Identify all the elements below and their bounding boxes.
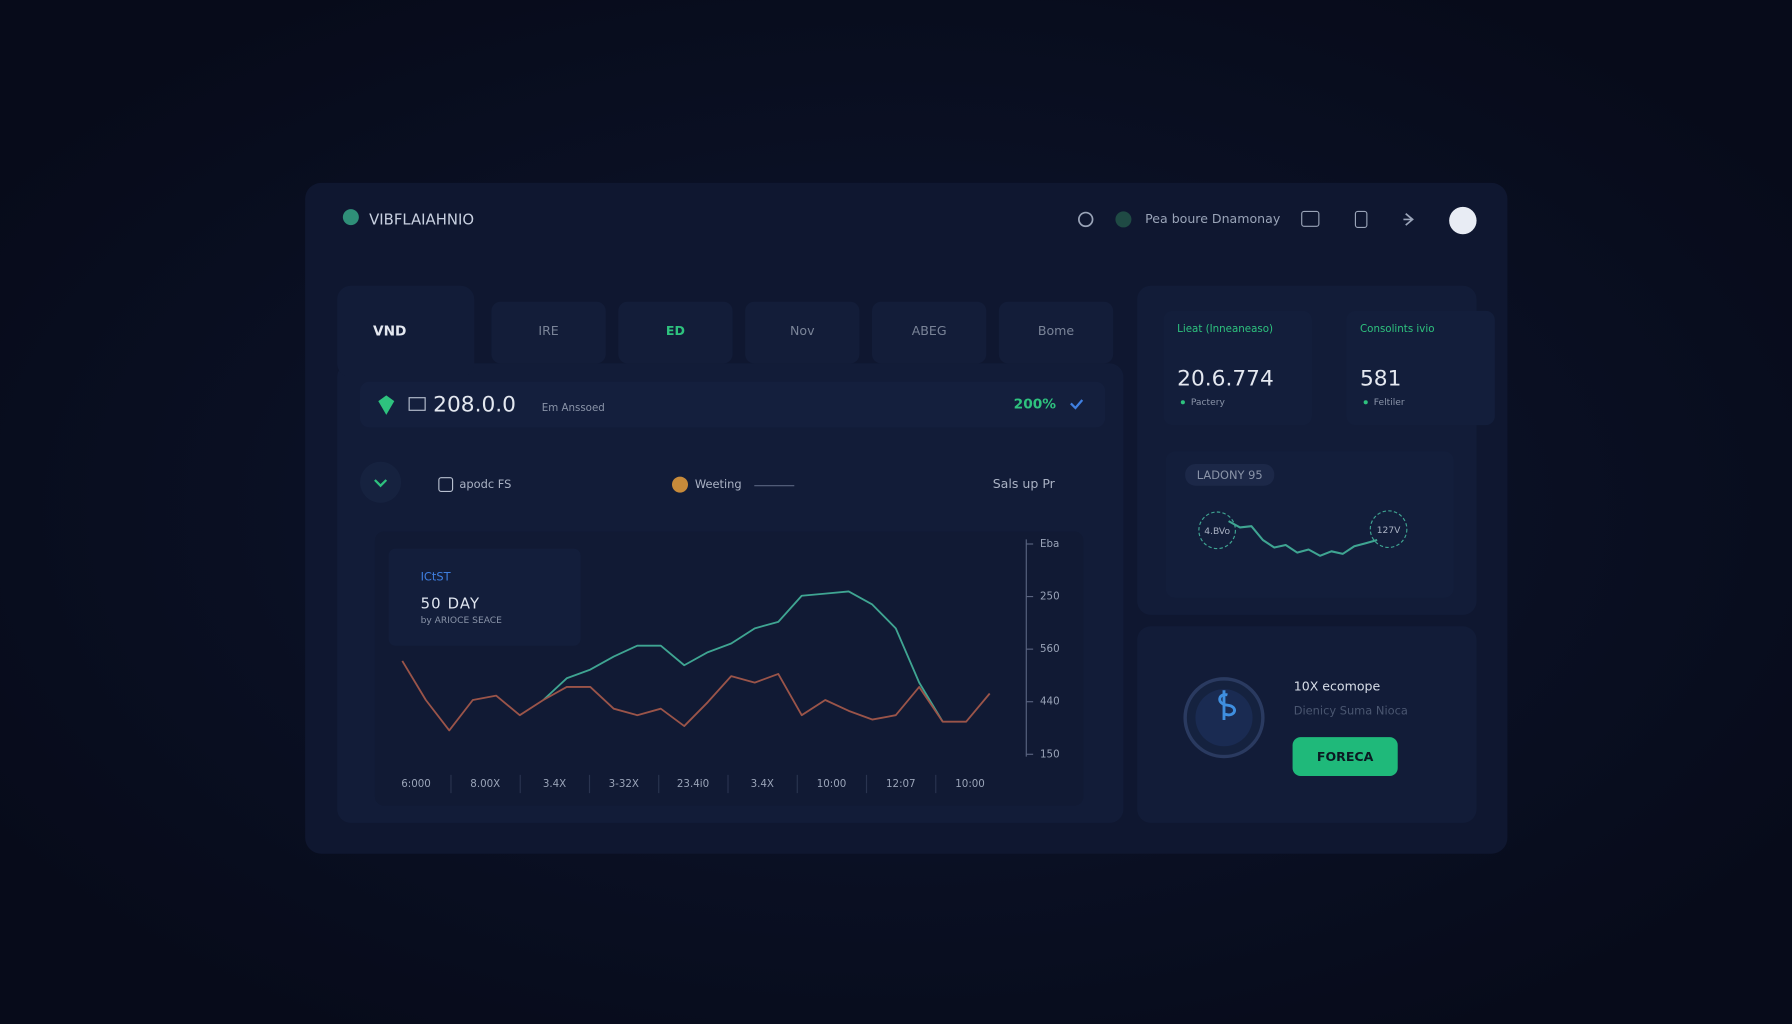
tab[interactable] [998,301,1114,364]
tab-label[interactable]: VND [373,323,406,339]
x-tick-label: 3.4X [543,778,566,790]
stat-value: 20.6.774 [1177,366,1274,391]
x-tick-label: 8.00X [470,778,500,790]
stat-sub: Pactery [1191,398,1226,408]
x-tick-label: 23.4i0 [677,778,709,790]
promo-button[interactable] [1292,737,1398,776]
mini-start-ring [1198,511,1236,550]
tab[interactable] [745,301,860,364]
x-tick-label: 12:07 [886,778,916,790]
y-tick-label: 560 [1040,643,1060,655]
tab[interactable] [491,301,606,364]
dollar-icon [1218,690,1236,720]
option-label[interactable]: apodc FS [459,477,511,491]
y-tick-label: 250 [1040,591,1060,603]
stat-dot [1363,400,1368,405]
balance-note: Em Anssoed [542,402,605,414]
stat-card [1346,310,1495,426]
stat-value: 581 [1360,366,1401,391]
mini-chart-box [1165,451,1454,598]
folder-icon[interactable] [1301,210,1320,227]
tab[interactable] [872,301,987,364]
stat-dot [1180,400,1185,405]
mini-line [1228,520,1378,557]
chart-title: 50 DAY [421,595,481,613]
wallet-icon [408,397,426,411]
logout-icon[interactable] [1403,213,1414,226]
coin-icon [378,395,395,415]
chart-subtitle: by ARIOCE SEACE [421,616,503,626]
tab-label[interactable]: Nov [790,323,815,338]
promo-text: Dienicy Suma Nioca [1294,703,1408,717]
sort-label[interactable]: Sals up Pr [993,476,1056,491]
series-line [542,590,944,723]
tab-label[interactable]: Bome [1038,323,1075,338]
promo-button-label[interactable]: FORECA [1317,749,1374,764]
chart-label-box [388,548,581,646]
x-tick-label: 6:000 [401,778,431,790]
balance-amount: 208.0.0 [433,393,516,418]
mini-start-label: 4.BVo [1204,527,1230,537]
toggle[interactable] [360,461,402,503]
logo [342,209,359,226]
legend-label: Weeting [695,477,742,491]
avatar-small [1115,211,1132,228]
mini-end-ring [1369,510,1408,548]
tab[interactable] [618,301,733,364]
mini-end-label: 127V [1377,526,1401,536]
search-icon[interactable] [1077,211,1094,228]
series-line [401,660,991,732]
phone-icon[interactable] [1354,210,1368,228]
chart-tag: ICtST [421,570,451,584]
promo-title: 10X ecomope [1294,678,1381,693]
x-tick-label: 3-32X [609,778,639,790]
balance-change: 200% [1014,397,1057,413]
stat-label: Lieat (Inneaneaso) [1177,323,1273,335]
user-name[interactable]: Pea boure Dnamonay [1145,211,1281,226]
stat-label: Consolints ivio [1360,323,1435,335]
x-tick-label: 10:00 [955,778,985,790]
chevron [374,479,388,488]
active-tab[interactable] [337,285,475,378]
tab-label[interactable]: ABEG [912,323,947,338]
y-tick-label: 150 [1040,748,1060,760]
tab-label[interactable]: IRE [538,323,558,338]
y-tick-label: Eba [1040,538,1059,550]
tab-label[interactable]: ED [666,323,685,338]
stat-sub: Feltiler [1374,398,1405,408]
check-icon [1070,399,1084,410]
y-tick-label: 440 [1040,696,1060,708]
x-tick-label: 10:00 [817,778,847,790]
balance-bar [360,381,1106,428]
profile[interactable] [1449,206,1477,235]
mini-chart-pill [1185,464,1275,486]
mini-chart-title: LADONY 95 [1197,468,1263,482]
legend-icon [672,476,688,493]
brand: VIBFLAIAHNIO [369,211,474,229]
stat-card [1163,310,1312,426]
x-tick-label: 3.4X [751,778,774,790]
checkbox[interactable] [438,477,454,492]
